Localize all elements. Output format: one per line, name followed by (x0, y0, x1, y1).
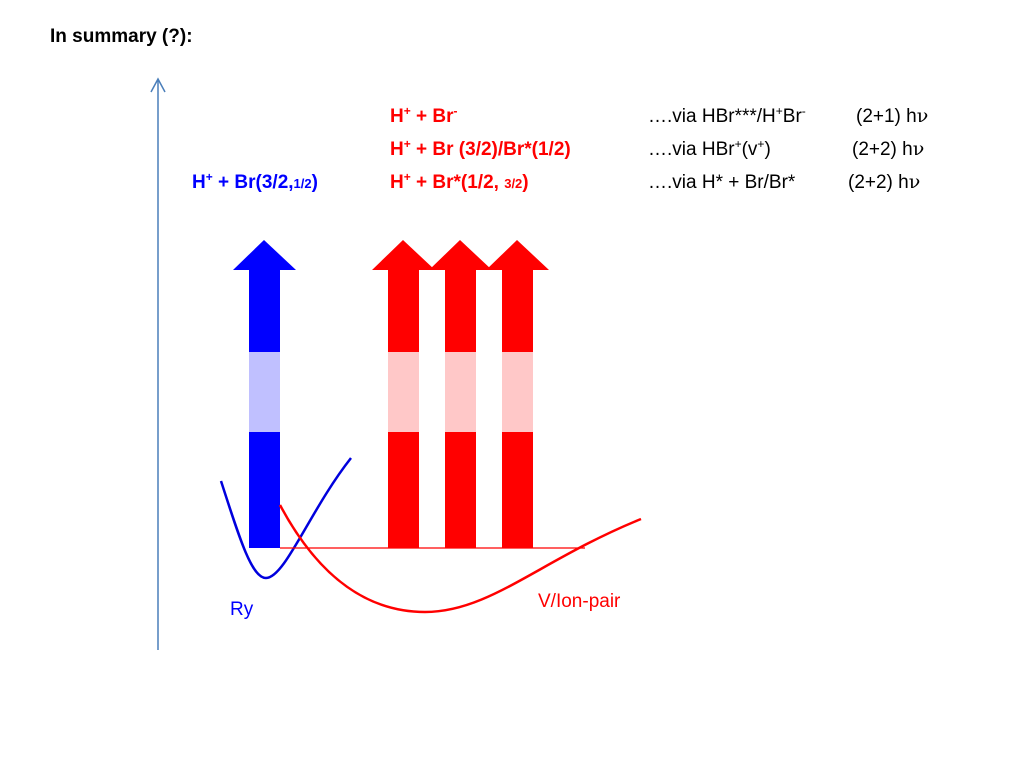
red-arrows (372, 240, 549, 548)
superscript: + (404, 137, 411, 151)
text: ….via HBr (648, 139, 735, 160)
red-label: H+ + Br*(1/2, 3/2) (390, 170, 529, 193)
ion-pair-curve (278, 504, 642, 614)
text: H (192, 172, 206, 193)
blue-arrow (233, 240, 296, 548)
text: (2+2) h (852, 139, 913, 160)
blue-label: H+ + Br(3/2,1/2) (192, 170, 318, 193)
superscript: + (206, 170, 213, 184)
via-label: ….via H* + Br/Br* (2+2) hν (648, 171, 920, 193)
superscript: + (404, 104, 411, 118)
text: Br (783, 106, 803, 127)
subscript: 3/2 (504, 176, 522, 191)
subscript: 1/2 (294, 176, 312, 191)
text: ….via HBr***/H (648, 106, 776, 127)
red-label: H+ + Br- (390, 104, 458, 127)
text: (v (742, 139, 758, 160)
text: + Br (411, 106, 454, 127)
superscript: - (454, 104, 458, 118)
title: In summary (?): (50, 26, 193, 47)
text: + Br (3/2)/Br*(1/2) (411, 139, 571, 160)
text: ν (909, 171, 921, 193)
superscript: + (735, 137, 742, 151)
superscript: - (802, 104, 806, 118)
curve-label: Ry (230, 599, 254, 620)
superscript: + (757, 137, 764, 151)
text: ) (312, 172, 318, 193)
text: ….via H* + Br/Br* (648, 172, 796, 193)
text: ) (522, 172, 528, 193)
superscript: + (404, 170, 411, 184)
red-label: H+ + Br (3/2)/Br*(1/2) (390, 137, 571, 160)
text: ν (913, 138, 925, 160)
curve-label: V/Ion-pair (538, 591, 621, 612)
text: + Br(3/2, (213, 172, 294, 193)
superscript: + (776, 104, 783, 118)
text: ) (764, 139, 770, 160)
text: H (390, 172, 404, 193)
rydberg-curve (219, 457, 352, 580)
text: (2+2) h (848, 172, 909, 193)
text: ν (917, 105, 929, 127)
text: + Br*(1/2, (411, 172, 504, 193)
axis-arrowhead (150, 77, 166, 93)
via-label: ….via HBr***/H+Br- (2+1) hν (648, 104, 928, 127)
text: H (390, 139, 404, 160)
text: (2+1) h (856, 106, 917, 127)
via-label: ….via HBr+(v+) (2+2) hν (648, 137, 924, 160)
text: H (390, 106, 404, 127)
